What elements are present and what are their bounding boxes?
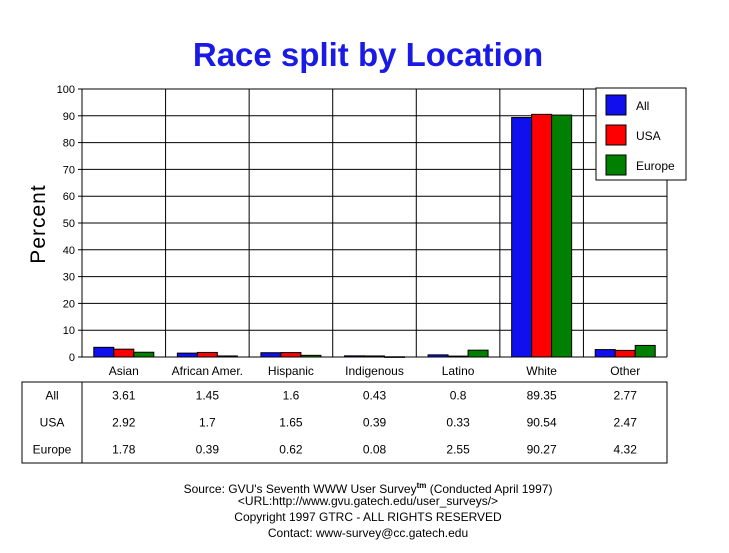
legend-label: Europe	[636, 159, 675, 173]
table-cell: 0.43	[363, 389, 387, 403]
table-cell: 2.77	[614, 389, 638, 403]
chart-title: Race split by Location	[193, 36, 543, 73]
y-tick-label: 40	[63, 245, 75, 257]
bar-usa-2	[280, 352, 302, 358]
table-cell: 0.39	[196, 443, 220, 457]
category-label: Indigenous	[345, 364, 404, 378]
table-cell: 0.8	[450, 389, 467, 403]
bar-all-6	[594, 349, 616, 358]
data-table: Asian African Amer. Hispanic Indigenous Lati…	[21, 364, 668, 464]
table-cell: 1.78	[112, 443, 136, 457]
bar-all-5	[511, 117, 533, 358]
bar-europe-1	[216, 355, 238, 358]
legend-swatch	[605, 124, 627, 146]
bars	[93, 113, 656, 358]
bar-europe-6	[634, 344, 656, 358]
legend-label: USA	[636, 129, 661, 143]
category-label: African Amer.	[172, 364, 243, 378]
table-cell: 1.6	[283, 389, 300, 403]
source-suffix: (Conducted April 1997)	[426, 482, 552, 496]
bar-all-2	[260, 352, 282, 358]
table-row-label: USA	[40, 416, 65, 430]
bar-usa-4	[447, 355, 469, 358]
legend: All USA Europe	[595, 87, 687, 181]
legend-swatch	[605, 94, 627, 116]
bar-europe-2	[300, 354, 322, 358]
copyright: Copyright 1997 GTRC - ALL RIGHTS RESERVE…	[234, 510, 502, 524]
source-prefix: Source: GVU's Seventh WWW User Survey	[184, 482, 417, 496]
table-cell: 89.35	[527, 389, 557, 403]
bar-europe-0	[133, 351, 155, 358]
bar-usa-3	[364, 355, 385, 358]
bar-usa-6	[614, 349, 636, 358]
table-cell: 2.47	[614, 416, 638, 430]
table-cell: 2.55	[446, 443, 470, 457]
source-superscript: tm	[417, 481, 427, 490]
table-cell: 0.62	[279, 443, 303, 457]
y-tick-label: 10	[63, 325, 75, 337]
bar-europe-3	[384, 356, 405, 358]
table-cell: 1.45	[196, 389, 220, 403]
category-label: Latino	[442, 364, 475, 378]
bar-europe-5	[551, 114, 573, 358]
table-cell: 4.32	[614, 443, 638, 457]
table-cell: 2.92	[112, 416, 136, 430]
category-label: White	[526, 364, 557, 378]
category-label: Asian	[109, 364, 139, 378]
category-label: Other	[610, 364, 640, 378]
footer: Source: GVU's Seventh WWW User Surveytm …	[184, 481, 553, 540]
table-cell: 3.61	[112, 389, 136, 403]
y-tick-label: 90	[63, 111, 75, 123]
table-border	[21, 381, 668, 464]
table-cell: 0.08	[363, 443, 387, 457]
y-tick-label: 20	[63, 298, 75, 310]
bar-usa-0	[113, 348, 135, 358]
table-cell: 90.27	[527, 443, 557, 457]
legend-label: All	[636, 99, 649, 113]
y-tick-label: 80	[63, 138, 75, 150]
bar-all-4	[427, 354, 449, 358]
legend-swatch	[605, 154, 627, 176]
table-row-label: All	[45, 389, 58, 403]
bar-usa-5	[531, 113, 553, 358]
table-cell: 90.54	[527, 416, 557, 430]
table-row-label: Europe	[33, 443, 72, 457]
bar-all-3	[344, 355, 365, 358]
table-cell: 0.39	[363, 416, 387, 430]
axes: 0 10 20 30 40 50 60 70 80 90 100	[57, 84, 82, 364]
bar-all-0	[93, 346, 115, 358]
y-tick-label: 60	[63, 191, 75, 203]
grid	[81, 88, 668, 358]
source-line: Source: GVU's Seventh WWW User Surveytm …	[184, 481, 553, 496]
bar-europe-4	[467, 349, 489, 358]
bar-all-1	[176, 352, 198, 358]
table-cell: 1.7	[199, 416, 216, 430]
bar-usa-1	[196, 351, 218, 358]
y-axis-label: Percent	[27, 184, 50, 263]
y-tick-label: 70	[63, 164, 75, 176]
y-tick-label: 100	[57, 84, 75, 96]
table-cell: 1.65	[279, 416, 303, 430]
y-tick-label: 30	[63, 272, 75, 284]
source-url: <URL:http://www.gvu.gatech.edu/user_surv…	[238, 494, 498, 508]
contact: Contact: www-survey@cc.gatech.edu	[268, 526, 468, 540]
category-label: Hispanic	[268, 364, 314, 378]
table-cell: 0.33	[446, 416, 470, 430]
y-tick-label: 50	[63, 218, 75, 230]
y-tick-label: 0	[69, 352, 75, 364]
